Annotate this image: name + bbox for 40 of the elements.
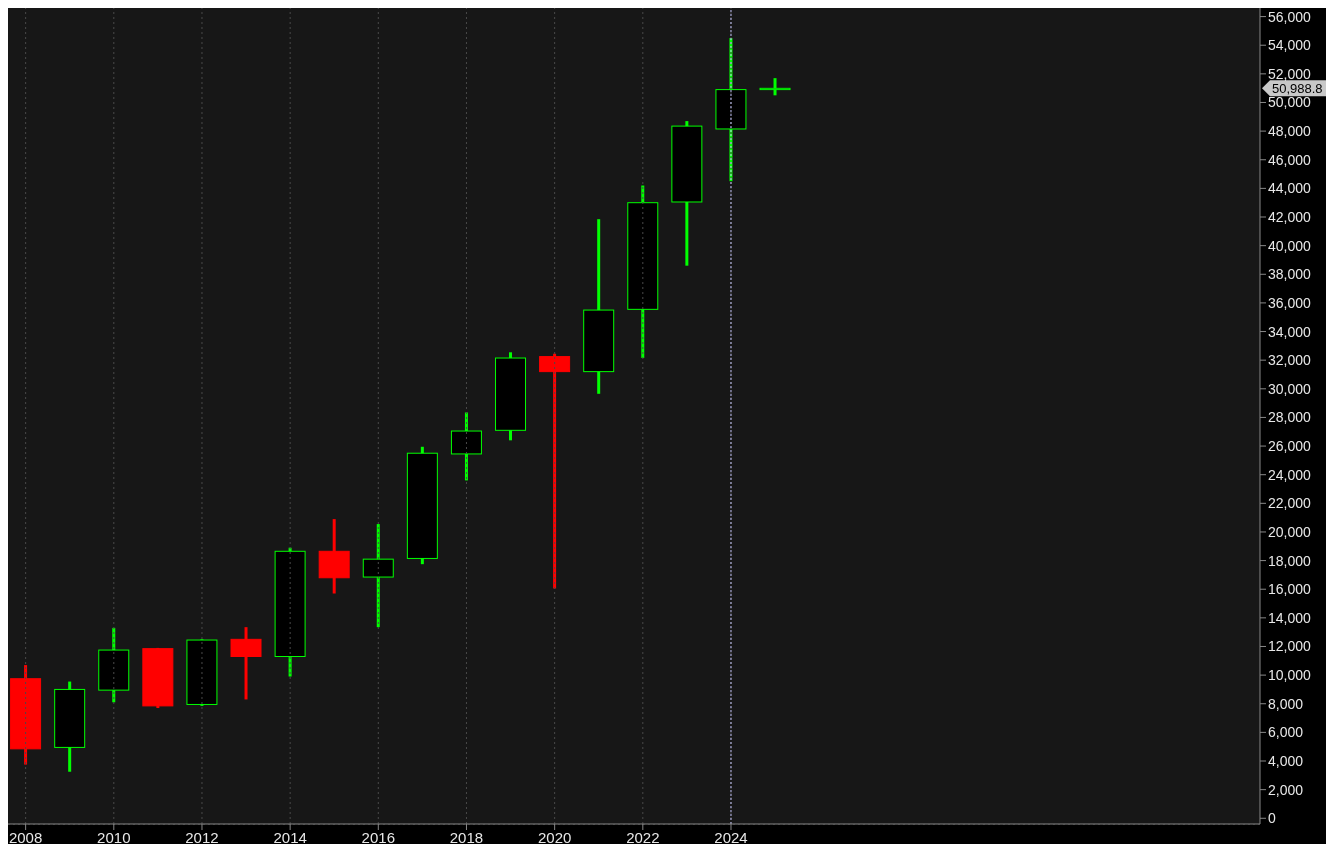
y-tick-label: 26,000 [1268,438,1312,455]
candlestick [539,353,571,589]
y-tick-label: 48,000 [1268,123,1312,140]
y-tick-label: 24,000 [1268,466,1312,483]
x-tick-label: 2014 [273,828,307,846]
y-tick-label: 36,000 [1268,294,1312,311]
x-tick-label: 2010 [97,828,131,846]
x-tick-label: 2018 [449,828,484,846]
x-tick-label: 2020 [537,828,572,846]
y-tick-label: 52,000 [1268,65,1312,82]
x-tick-label: 2022 [626,828,660,846]
y-tick-label: 30,000 [1268,380,1312,397]
x-tick-label: 2012 [185,828,219,846]
y-tick-label: 44,000 [1268,180,1312,197]
y-tick-label: 46,000 [1268,151,1312,168]
x-tick-label: 2008 [8,828,43,846]
y-tick-label: 38,000 [1268,266,1312,283]
y-tick-label: 4,000 [1268,752,1304,769]
y-tick-label: 32,000 [1268,352,1312,369]
y-tick-label: 18,000 [1268,552,1312,569]
y-tick-label: 14,000 [1268,609,1312,626]
y-tick-label: 12,000 [1268,638,1312,655]
y-tick-label: 10,000 [1268,667,1312,684]
y-tick-label: 2,000 [1268,781,1304,798]
y-tick-label: 50,000 [1268,94,1312,111]
y-tick-label: 16,000 [1268,581,1312,598]
y-tick-label: 28,000 [1268,409,1312,426]
x-tick-label: 2016 [361,828,395,846]
y-tick-label: 22,000 [1268,495,1312,512]
text: 50,988.8 [1272,81,1323,97]
y-tick-label: 6,000 [1268,724,1304,741]
y-tick-label: 34,000 [1268,323,1312,340]
x-tick-label: 2024 [714,828,748,846]
y-tick-label: 0 [1268,810,1276,827]
y-tick-label: 54,000 [1268,37,1312,54]
y-tick-label: 56,000 [1268,8,1312,25]
y-tick-label: 20,000 [1268,523,1312,540]
y-tick-label: 42,000 [1268,208,1312,225]
y-tick-label: 8,000 [1268,695,1304,712]
y-tick-label: 40,000 [1268,237,1312,254]
